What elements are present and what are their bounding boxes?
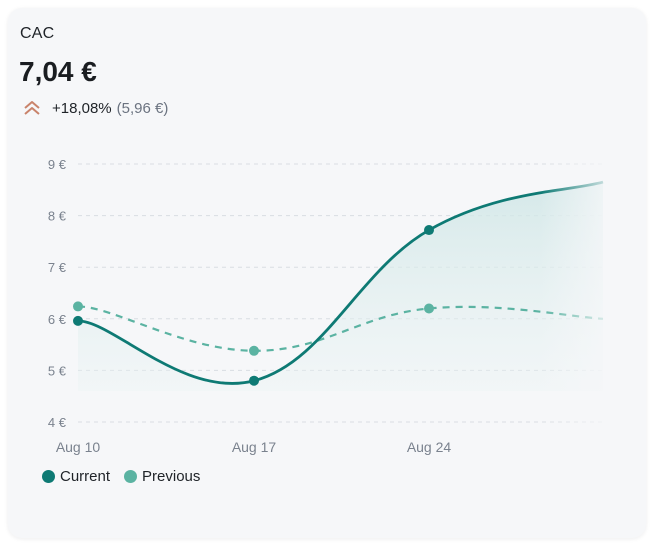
previous-line xyxy=(77,305,604,352)
x-tick-label: Aug 10 xyxy=(56,439,101,455)
current-line xyxy=(77,180,604,385)
x-axis-ticks: Aug 10 Aug 17 Aug 24 xyxy=(56,439,452,455)
legend-label-current: Current xyxy=(60,468,111,485)
y-tick-label: 8 € xyxy=(48,209,67,224)
previous-point[interactable] xyxy=(424,303,434,314)
legend-dot-previous xyxy=(124,470,138,483)
y-tick-label: 4 € xyxy=(48,415,67,430)
current-area xyxy=(78,182,603,392)
y-tick-label: 5 € xyxy=(48,363,67,378)
current-point[interactable] xyxy=(424,225,434,236)
cac-value: 7,04 € xyxy=(19,56,97,87)
y-tick-label: 7 € xyxy=(48,260,67,275)
delta-row: +18,08% (5,96 €) xyxy=(22,98,168,118)
legend-item-current[interactable]: Current xyxy=(42,468,110,485)
x-tick-label: Aug 24 xyxy=(407,439,452,455)
delta-previous-value: (5,96 €) xyxy=(116,99,169,117)
right-fade-overlay xyxy=(540,140,610,460)
x-tick-label: Aug 17 xyxy=(232,439,277,455)
chart-legend: Current Previous xyxy=(42,468,214,485)
current-area-fill xyxy=(78,182,603,392)
current-series xyxy=(73,180,604,386)
y-tick-label: 6 € xyxy=(48,312,67,327)
current-point[interactable] xyxy=(73,315,83,326)
y-tick-label: 9 € xyxy=(48,157,67,172)
double-chevron-up-icon xyxy=(22,100,42,116)
delta-percent: +18,08% xyxy=(52,99,112,117)
previous-point[interactable] xyxy=(249,345,259,356)
previous-point[interactable] xyxy=(73,301,83,312)
y-axis-ticks: 9 € 8 € 7 € 6 € 5 € 4 € xyxy=(48,157,67,430)
legend-label-previous: Previous xyxy=(142,468,201,485)
card-title: CAC xyxy=(20,25,55,42)
legend-item-previous[interactable]: Previous xyxy=(124,468,200,485)
current-point[interactable] xyxy=(249,375,259,386)
previous-series xyxy=(73,301,604,356)
legend-dot-current xyxy=(42,470,55,483)
